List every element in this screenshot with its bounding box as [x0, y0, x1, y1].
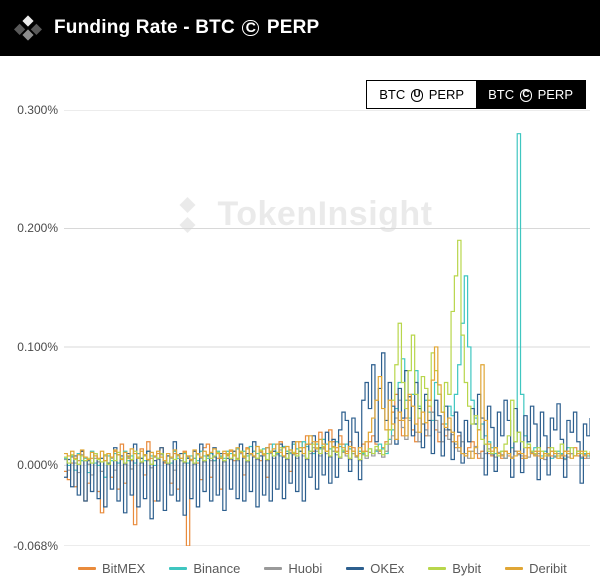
tab-suffix: PERP [429, 87, 464, 102]
y-tick-label: 0.200% [17, 221, 58, 235]
legend-label: Huobi [288, 561, 322, 576]
tab-prefix: BTC [379, 87, 405, 102]
legend: BitMEX Binance Huobi OKEx Bybit Deribit [78, 561, 590, 576]
header-bar: Funding Rate - BTC C PERP [0, 0, 600, 56]
legend-item-binance[interactable]: Binance [169, 561, 240, 576]
y-tick-label: 0.100% [17, 340, 58, 354]
tab-circled-symbol: U [411, 89, 423, 101]
logo-icon [14, 14, 42, 42]
plot-area [64, 110, 590, 546]
y-axis: 0.300%0.200%0.100%0.000%-0.068% [0, 110, 64, 546]
tab-prefix: BTC [488, 87, 514, 102]
legend-item-bybit[interactable]: Bybit [428, 561, 481, 576]
legend-swatch [346, 567, 364, 570]
legend-label: Binance [193, 561, 240, 576]
legend-label: BitMEX [102, 561, 145, 576]
title-suffix: PERP [267, 17, 320, 38]
series-bybit [64, 240, 590, 464]
legend-item-bitmex[interactable]: BitMEX [78, 561, 145, 576]
chart-area: TokenInsight 0.300%0.200%0.100%0.000%-0.… [0, 110, 600, 546]
legend-item-okex[interactable]: OKEx [346, 561, 404, 576]
y-tick-label: 0.000% [17, 458, 58, 472]
tab-c-perp[interactable]: BTC C PERP [476, 81, 585, 108]
perp-type-tabs: BTC U PERPBTC C PERP [366, 80, 586, 109]
legend-swatch [505, 567, 523, 570]
title-prefix: Funding Rate - BTC [54, 17, 235, 38]
chart-root: Funding Rate - BTC C PERP BTC U PERPBTC … [0, 0, 600, 584]
legend-swatch [428, 567, 446, 570]
tab-suffix: PERP [538, 87, 573, 102]
tab-u-perp[interactable]: BTC U PERP [367, 81, 476, 108]
legend-swatch [264, 567, 282, 570]
y-tick-label: 0.300% [17, 103, 58, 117]
legend-item-deribit[interactable]: Deribit [505, 561, 567, 576]
tab-circled-symbol: C [520, 89, 532, 101]
title-circled-symbol: C [242, 20, 259, 37]
legend-item-huobi[interactable]: Huobi [264, 561, 322, 576]
page-title: Funding Rate - BTC C PERP [54, 17, 319, 39]
y-tick-label: -0.068% [13, 539, 58, 553]
plot-svg [64, 110, 590, 546]
legend-label: OKEx [370, 561, 404, 576]
legend-swatch [169, 567, 187, 570]
legend-label: Deribit [529, 561, 567, 576]
legend-swatch [78, 567, 96, 570]
legend-label: Bybit [452, 561, 481, 576]
